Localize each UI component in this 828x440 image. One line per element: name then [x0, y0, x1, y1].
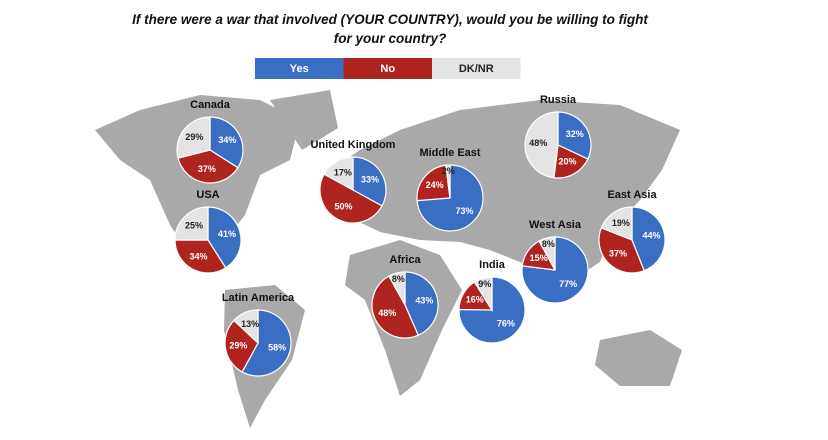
- pie-slice: [445, 164, 451, 199]
- value-label: 41%: [218, 229, 236, 239]
- chart-title: If there were a war that involved (YOUR …: [132, 12, 648, 46]
- pie-slice: [174, 206, 209, 241]
- value-label: 48%: [529, 138, 547, 148]
- pie-slice: [241, 309, 292, 377]
- value-label: 8%: [392, 274, 405, 284]
- value-label: 29%: [229, 340, 247, 350]
- value-label: 16%: [466, 295, 484, 305]
- map-eurasia: [330, 100, 680, 282]
- value-label: 13%: [241, 319, 259, 329]
- value-label: 2%: [442, 166, 455, 176]
- value-label: 29%: [185, 132, 203, 142]
- legend-swatch: [343, 58, 432, 79]
- pie-slice: [473, 276, 493, 313]
- region-label: Latin America: [222, 292, 295, 304]
- value-label: 44%: [642, 231, 660, 241]
- pie-slice: [177, 149, 239, 184]
- region-label: Canada: [190, 99, 231, 111]
- value-label: 15%: [530, 253, 548, 263]
- value-label: 34%: [189, 252, 207, 262]
- region-label: Russia: [540, 94, 577, 106]
- pie-slice: [557, 111, 592, 160]
- legend-swatch: [432, 58, 521, 79]
- pie-slice: [388, 271, 406, 308]
- value-label: 33%: [361, 174, 379, 184]
- value-label: 20%: [559, 157, 577, 167]
- value-label: 37%: [198, 164, 216, 174]
- map-greenland: [270, 90, 338, 150]
- region-label: Middle East: [419, 147, 480, 159]
- region-label: East Asia: [607, 189, 657, 201]
- pie-slice: [224, 319, 259, 373]
- region-label: Africa: [389, 254, 421, 266]
- pie-slice: [524, 111, 559, 179]
- legend-label: No: [380, 63, 395, 75]
- pie-slice: [323, 156, 354, 192]
- value-label: 58%: [268, 342, 286, 352]
- value-label: 9%: [478, 279, 491, 289]
- pie-slice: [598, 227, 645, 274]
- value-label: 76%: [497, 318, 515, 328]
- value-label: 73%: [456, 206, 474, 216]
- region-label: United Kingdom: [311, 139, 396, 151]
- legend-swatch: [255, 58, 344, 79]
- region-label: West Asia: [529, 219, 582, 231]
- pie-slice: [553, 144, 589, 179]
- value-label: 19%: [612, 218, 630, 228]
- value-label: 8%: [542, 239, 555, 249]
- pie-slice: [538, 236, 556, 271]
- region-label: India: [479, 259, 506, 271]
- value-label: 50%: [334, 202, 352, 212]
- value-label: 32%: [566, 129, 584, 139]
- value-label: 25%: [185, 220, 203, 230]
- value-label: 17%: [334, 167, 352, 177]
- pie-slice: [416, 164, 451, 202]
- pie-slice: [352, 156, 387, 207]
- pie-slice: [319, 173, 383, 224]
- pie-slice: [631, 206, 666, 272]
- value-label: 34%: [218, 135, 236, 145]
- pie-slice: [404, 271, 439, 337]
- value-label: 24%: [426, 180, 444, 190]
- pie-slice: [600, 206, 633, 241]
- legend-label: DK/NR: [459, 63, 494, 75]
- pie-slice: [233, 309, 259, 345]
- value-label: 77%: [559, 279, 577, 289]
- value-label: 37%: [609, 248, 627, 258]
- pie-slice: [371, 275, 420, 339]
- region-label: USA: [196, 189, 219, 201]
- value-label: 48%: [378, 308, 396, 318]
- value-label: 43%: [415, 295, 433, 305]
- pie-slice: [174, 239, 227, 274]
- map-australia: [595, 330, 682, 386]
- pie-slice: [176, 116, 211, 159]
- map-north-america: [95, 95, 300, 268]
- legend-label: Yes: [290, 63, 309, 75]
